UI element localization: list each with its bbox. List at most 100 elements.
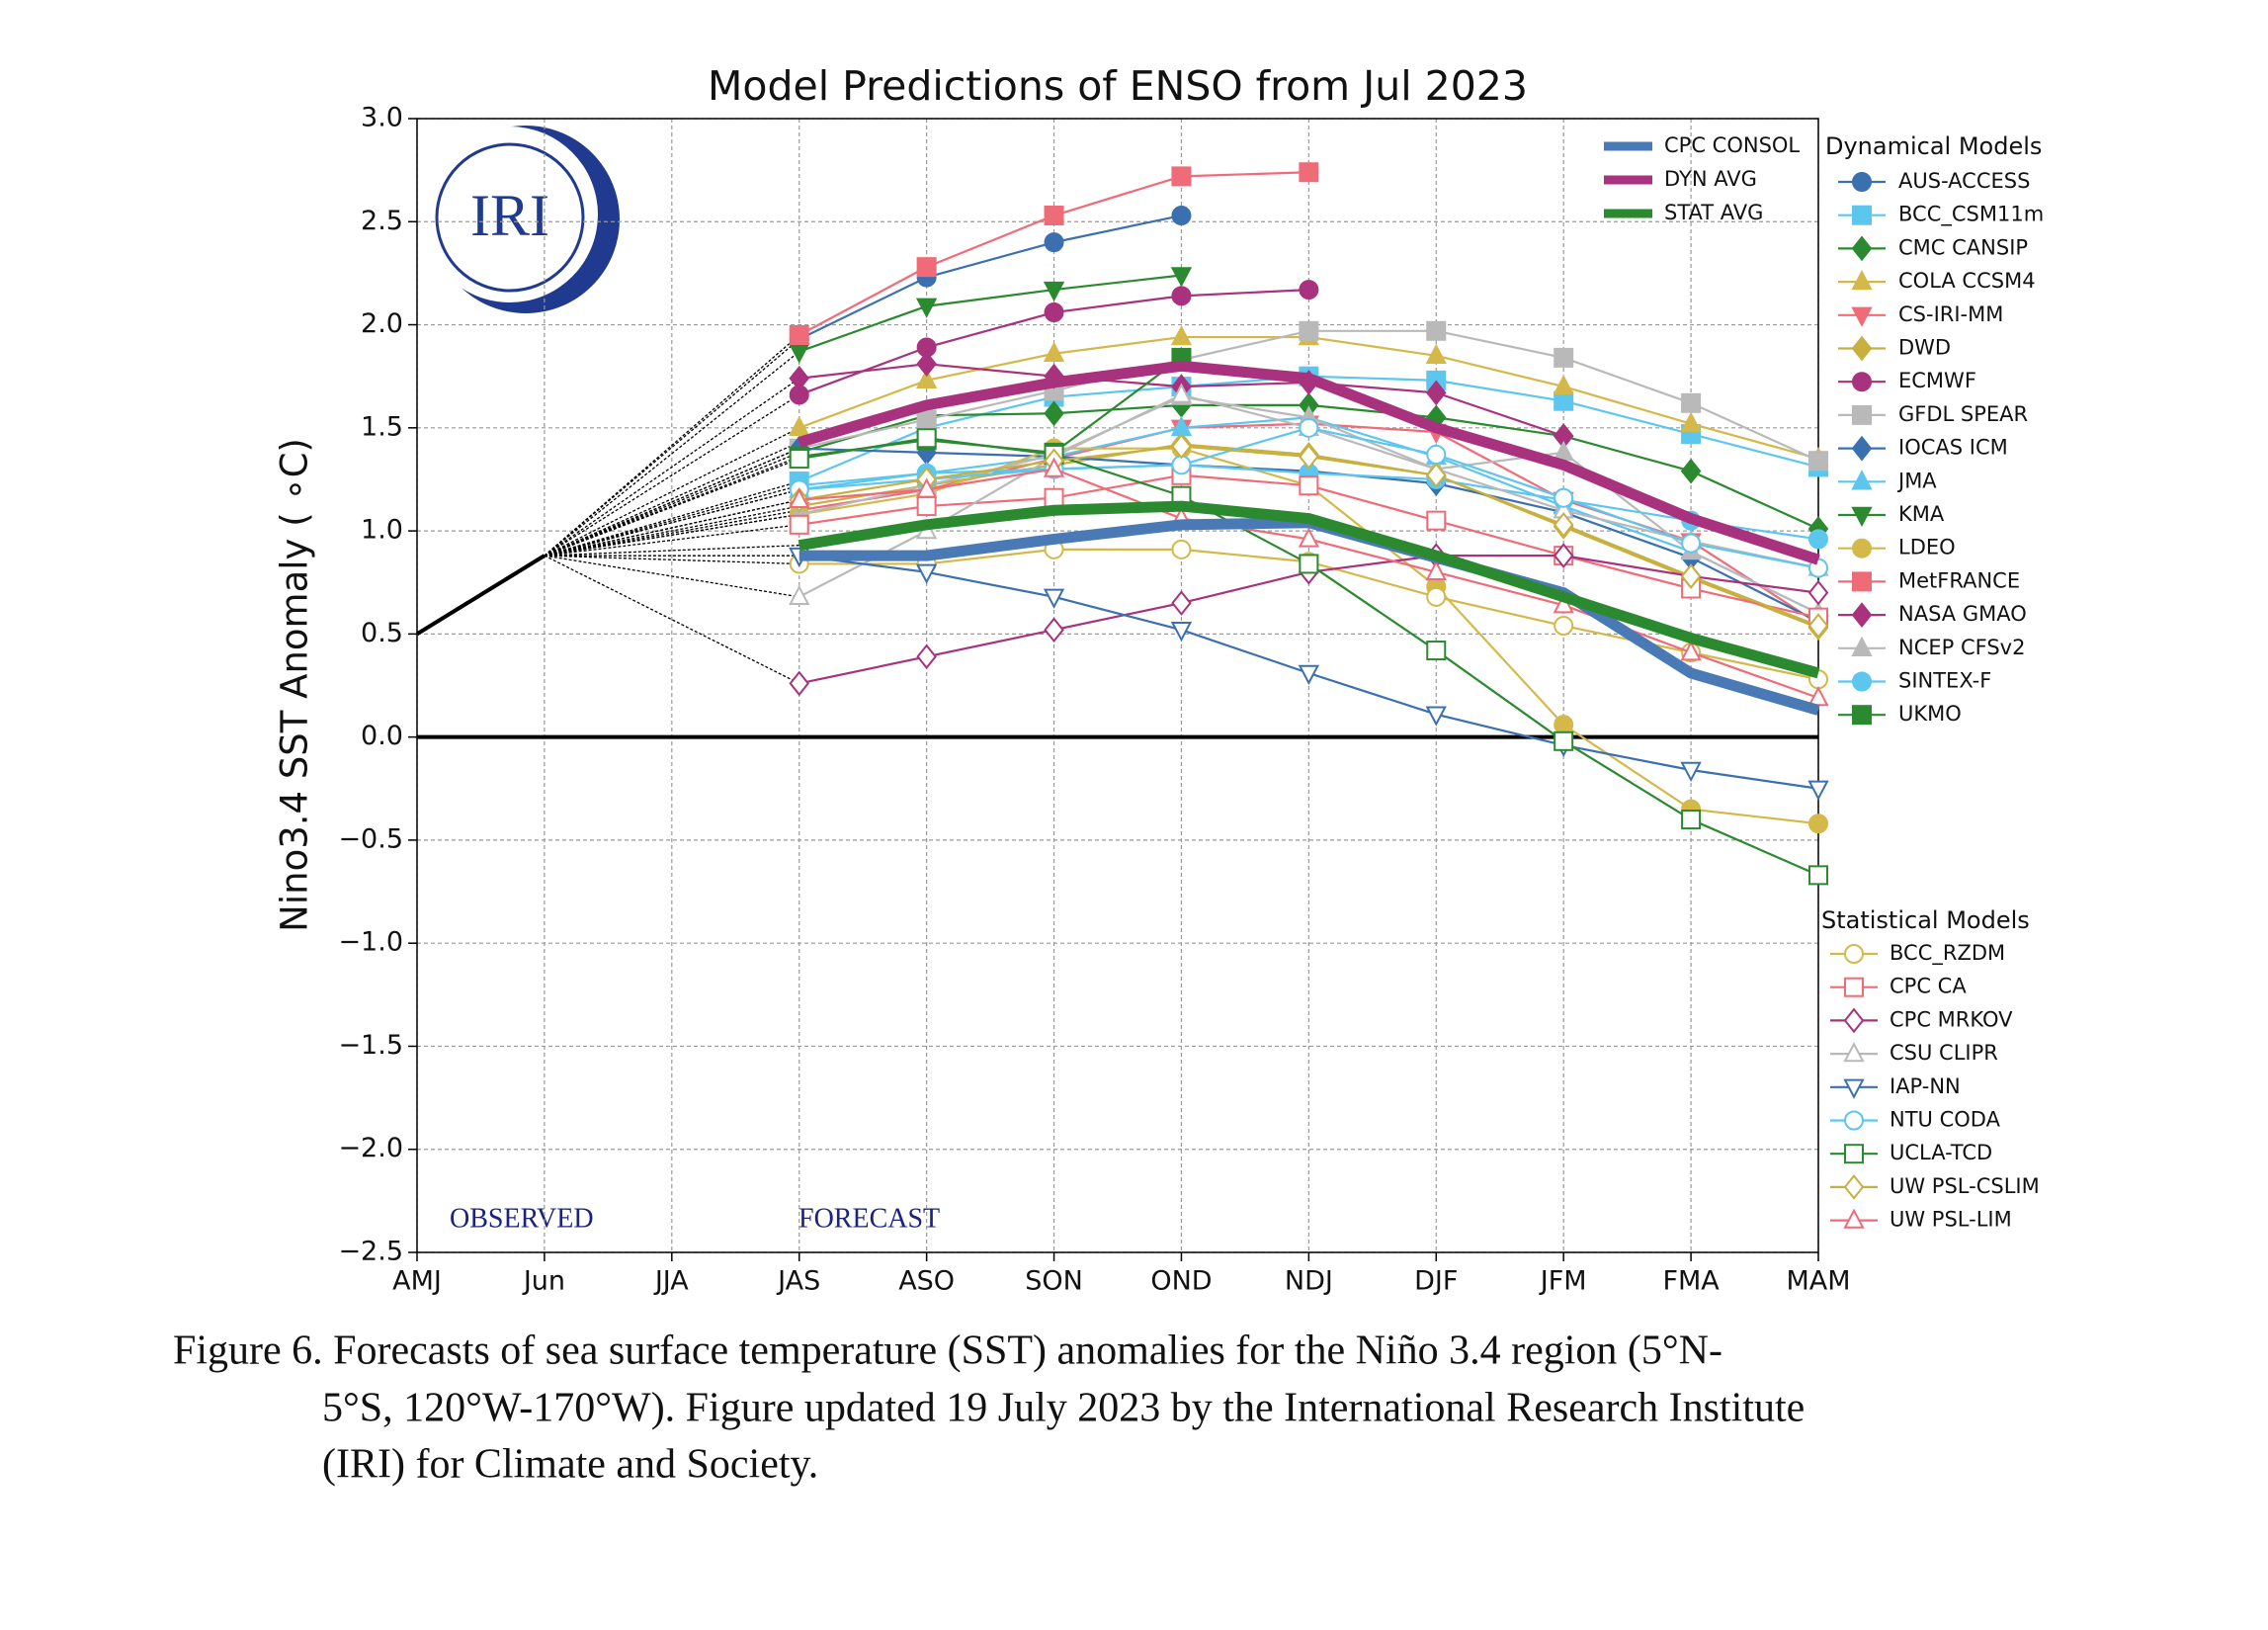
legend-item: BCC_CSM11m [1838,203,2044,227]
logo-shape [422,127,598,302]
legend-item: UKMO [1838,702,1962,726]
marker [1425,380,1447,406]
marker [1298,664,1320,686]
marker [1299,475,1319,496]
y-tick-label: 1.5 [361,411,403,442]
marker [1426,444,1447,465]
marker [915,563,938,584]
chart-title: Model Predictions of ENSO from Jul 2023 [708,62,1528,110]
marker [1852,671,1872,692]
marker [1171,206,1192,226]
forecast-connector [544,545,799,557]
series [789,428,1828,886]
marker [1554,347,1574,368]
forecast-connector [544,458,799,557]
marker [1851,435,1873,462]
legend-label: AUS-ACCESS [1898,169,2030,193]
legend-label: NTU CODA [1890,1108,2001,1132]
caption-line: Figure 6. Forecasts of sea surface tempe… [173,1329,1722,1374]
x-tick-label: ASO [898,1266,955,1297]
series [798,500,1820,679]
legend-item: DYN AVG [1604,167,1757,191]
forecast-connector [544,393,800,557]
marker [1807,579,1829,606]
legend-label: NASA GMAO [1898,602,2027,626]
marker [1681,392,1702,413]
marker [1554,730,1574,751]
x-tick-label: JFM [1539,1266,1587,1297]
legend-label: UW PSL-LIM [1890,1208,2012,1232]
series [789,433,1829,639]
y-tick-label: 0.5 [361,618,403,648]
marker [1425,343,1447,365]
marker [1554,390,1574,411]
legend-label: IAP-NN [1890,1074,1961,1098]
forecast-connector [544,555,799,565]
forecast-connector [544,499,799,557]
marker [1171,539,1192,559]
logo-text: IRI [470,183,549,248]
y-tick-label: 1.0 [361,515,403,546]
legend-item: CPC MRKOV [1830,1007,2013,1034]
x-tick-label: FMA [1662,1266,1720,1297]
marker [1044,400,1064,427]
legend-item: NASA GMAO [1838,602,2027,628]
marker [916,257,937,278]
forecast-connector [544,509,799,557]
series-line [798,360,1820,565]
marker [1680,411,1702,432]
legend-label: UCLA-TCD [1890,1141,1992,1164]
logo-ring [435,142,585,293]
marker [789,584,810,606]
marker [1843,1042,1865,1063]
marker [1851,636,1873,656]
forecast-connector [544,448,799,557]
legend-label: CSU CLIPR [1890,1041,1998,1065]
legend-item: CPC CONSOL [1604,133,1800,157]
marker [1426,510,1447,531]
marker [789,324,809,345]
legend-item: DWD [1838,336,1951,362]
marker [1170,621,1193,643]
y-tick-label: −1.0 [338,927,403,958]
forecast-connector [544,524,799,557]
legend-item: CPC CA [1830,975,1967,998]
marker [1851,602,1873,628]
y-tick-label: 3.0 [361,103,403,133]
marker [1680,563,1702,589]
marker [1808,451,1828,472]
marker [789,415,810,437]
marker [789,449,809,470]
x-tick-label: SON [1025,1266,1083,1297]
marker [1171,286,1192,306]
marker [1171,590,1192,616]
marker [1044,302,1064,323]
legend-label: BCC_RZDM [1890,941,2005,966]
marker [1425,706,1447,727]
legend-label: CS-IRI-MM [1898,302,2003,326]
marker [1843,1174,1865,1200]
forecast-connector [544,555,800,684]
marker [1044,617,1064,643]
series-line [798,214,1182,341]
forecast-connector [544,555,799,598]
y-axis-label: Nino3.4 SST Anomaly ( ∘C) [274,438,316,932]
marker [1170,267,1193,288]
marker [1808,529,1828,550]
marker [1851,270,1873,291]
marker [1851,470,1873,490]
marker [1426,586,1447,607]
marker [916,496,937,517]
marker [1681,810,1702,830]
legend-label: DWD [1898,336,1951,360]
x-tick-label: NDJ [1285,1266,1333,1297]
y-tick-label: 2.5 [361,206,403,236]
legend-item: NCEP CFSv2 [1838,636,2025,659]
forecast-connector [544,513,799,557]
marker [1299,554,1319,574]
marker [1680,641,1702,661]
legend-label: CPC MRKOV [1890,1007,2013,1031]
legend-label: BCC_CSM11m [1898,203,2044,227]
marker [1851,506,1873,528]
legend-item: UCLA-TCD [1830,1141,1992,1164]
